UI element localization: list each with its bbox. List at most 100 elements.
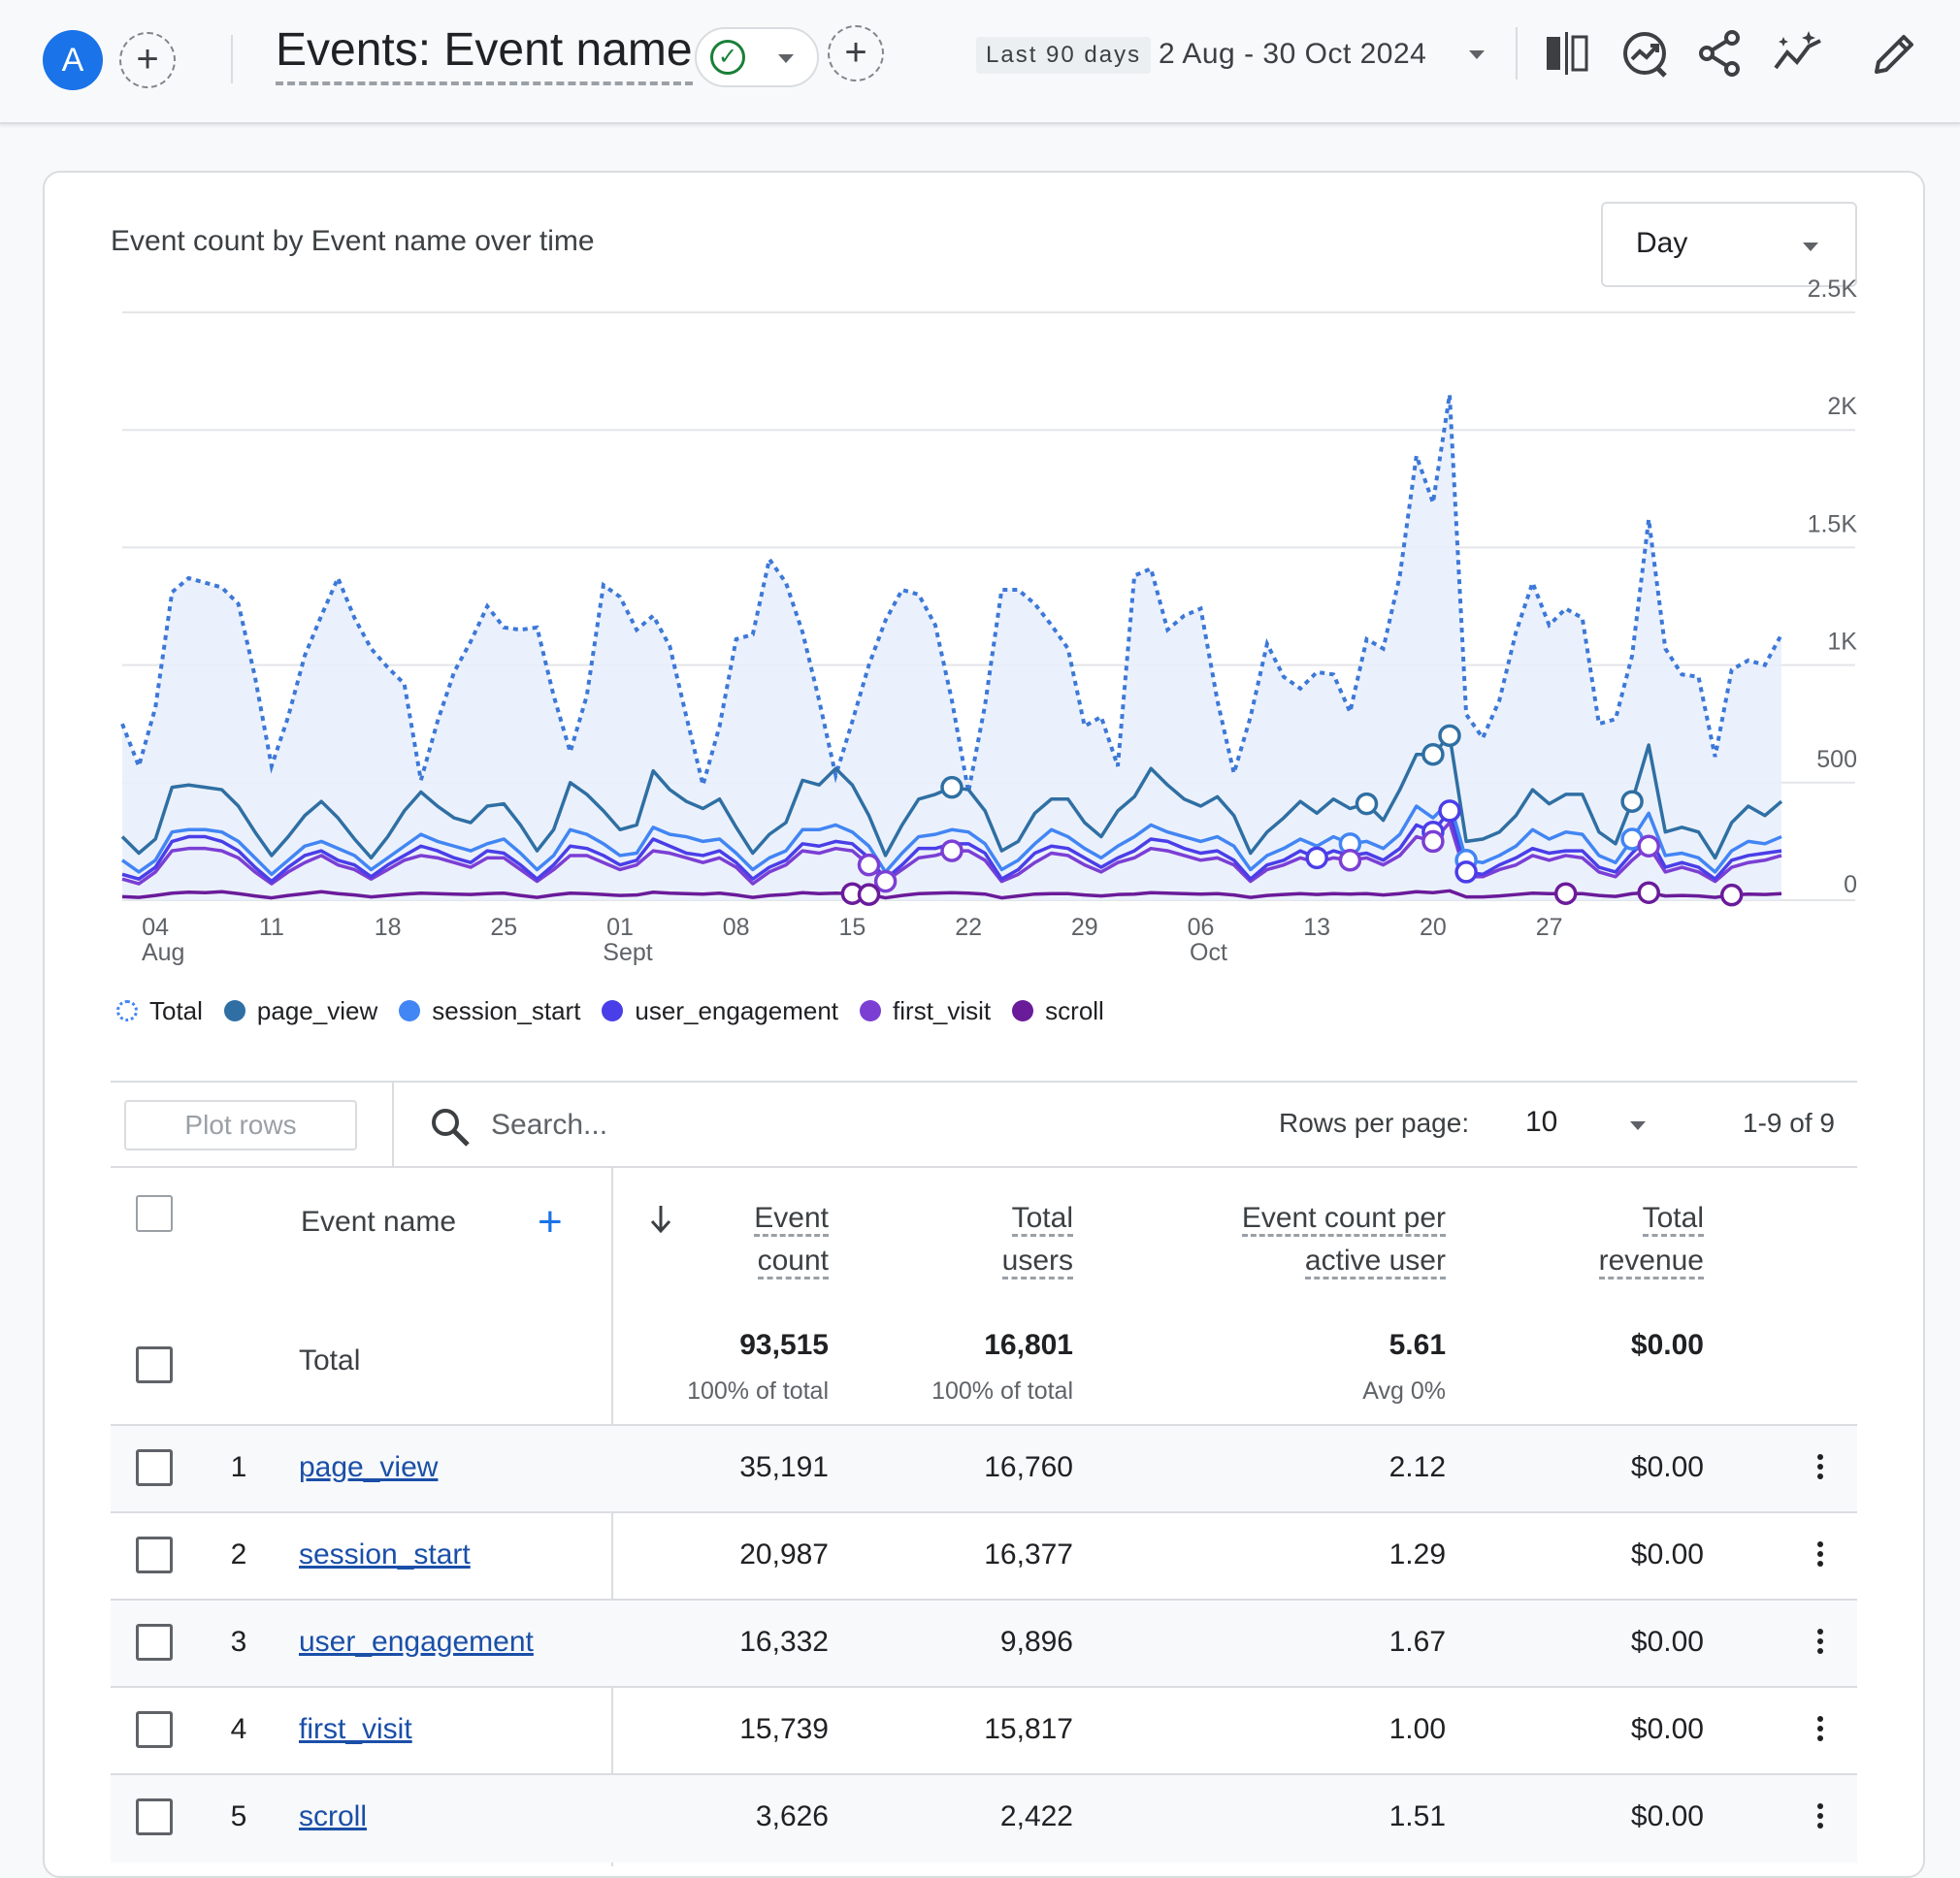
x-tick-label: 13	[1303, 914, 1330, 941]
total-users-cell: 15,817	[984, 1713, 1073, 1745]
select-all-checkbox[interactable]	[136, 1195, 173, 1232]
divider	[111, 1686, 1857, 1688]
event-name-link[interactable]: user_engagement	[299, 1626, 534, 1658]
column-header-total-revenue[interactable]: Total revenue	[1598, 1197, 1704, 1282]
row-more-icon[interactable]	[1811, 1803, 1830, 1832]
avatar[interactable]: A	[43, 30, 103, 90]
insights-icon[interactable]	[1618, 27, 1671, 80]
anomaly-marker	[1454, 860, 1478, 884]
rows-per-page-label: Rows per page:	[1279, 1108, 1470, 1138]
search-input[interactable]	[491, 1102, 976, 1149]
x-tick-label: 22	[955, 914, 982, 941]
y-tick-label: 2.5K	[1808, 275, 1858, 303]
legend-item-total[interactable]: Total	[116, 996, 203, 1026]
row-more-icon[interactable]	[1811, 1541, 1830, 1570]
anomaly-marker	[1553, 882, 1578, 905]
edit-icon[interactable]	[1869, 27, 1921, 80]
anomaly-marker	[940, 775, 964, 799]
y-tick-label: 1.5K	[1808, 510, 1858, 537]
row-checkbox[interactable]	[136, 1537, 173, 1573]
legend-label: first_visit	[893, 995, 992, 1025]
row-checkbox[interactable]	[136, 1624, 173, 1661]
event-count-per-user-cell: 2.12	[1388, 1451, 1446, 1483]
row-checkbox[interactable]	[136, 1449, 173, 1486]
add-comparison-button[interactable]: +	[119, 32, 176, 88]
x-tick-label: 29	[1071, 914, 1098, 941]
event-name-link[interactable]: session_start	[299, 1538, 471, 1570]
total-event-count-per-user: 5.61	[1388, 1329, 1446, 1361]
total-revenue-cell: $0.00	[1630, 1451, 1704, 1483]
legend-item-user-engagement[interactable]: user_engagement	[602, 996, 838, 1026]
legend-item-scroll[interactable]: scroll	[1012, 996, 1104, 1026]
divider	[111, 1081, 1857, 1083]
report-status-button[interactable]: ✓	[695, 27, 819, 87]
date-dropdown-icon[interactable]	[1469, 50, 1485, 59]
compare-icon[interactable]	[1541, 27, 1593, 80]
date-preset-chip[interactable]: Last 90 days	[976, 37, 1152, 74]
event-count-cell: 35,191	[739, 1451, 829, 1483]
share-icon[interactable]	[1694, 27, 1747, 80]
plot-rows-button[interactable]: Plot rows	[124, 1100, 357, 1150]
column-header-event-count-per-user[interactable]: Event count per active user	[1241, 1197, 1446, 1282]
table-row[interactable]	[111, 1426, 1857, 1513]
anomaly-marker	[857, 853, 881, 877]
column-header-total-users[interactable]: Total users	[1001, 1197, 1073, 1282]
legend-item-session-start[interactable]: session_start	[399, 996, 580, 1026]
report-title[interactable]: Events: Event name	[276, 23, 693, 85]
anomaly-marker	[1421, 742, 1445, 766]
table-row[interactable]	[111, 1601, 1857, 1688]
add-dimension-button[interactable]: +	[538, 1198, 563, 1246]
event-name-link[interactable]: scroll	[299, 1800, 368, 1832]
legend-item-first-visit[interactable]: first_visit	[860, 996, 991, 1026]
column-header-line: Total	[1642, 1202, 1704, 1237]
total-revenue-cell: $0.00	[1630, 1800, 1704, 1832]
anomaly-icon[interactable]	[1772, 27, 1824, 80]
top-bar: A + Events: Event name ✓ + Last 90 days …	[0, 0, 1960, 124]
total-revenue: $0.00	[1630, 1329, 1704, 1361]
event-count-cell: 3,626	[755, 1800, 829, 1832]
total-users-cell: 16,760	[984, 1451, 1073, 1483]
divider	[111, 1773, 1857, 1775]
divider	[111, 1166, 1857, 1168]
row-checkbox[interactable]	[136, 1711, 173, 1748]
granularity-select[interactable]: Day	[1601, 202, 1857, 287]
table-column-divider	[611, 1168, 613, 1866]
row-more-icon[interactable]	[1811, 1629, 1830, 1658]
column-header-event-count[interactable]: Event count	[754, 1197, 829, 1282]
row-more-icon[interactable]	[1811, 1454, 1830, 1483]
x-tick-label: 11	[259, 914, 284, 941]
chevron-down-icon	[1803, 243, 1818, 251]
event-name-link[interactable]: first_visit	[299, 1713, 412, 1745]
series-line-scroll	[121, 889, 1782, 900]
anomaly-marker	[1355, 792, 1379, 816]
total-row-label: Total	[299, 1344, 361, 1376]
divider	[111, 1424, 1857, 1426]
add-filter-button[interactable]: +	[828, 25, 884, 81]
anomaly-marker	[1637, 881, 1660, 904]
divider	[111, 1599, 1857, 1601]
event-name-link[interactable]: page_view	[299, 1451, 439, 1483]
legend-label: Total	[149, 995, 203, 1025]
legend-item-page-view[interactable]: page_view	[223, 996, 377, 1026]
column-header-event-name[interactable]: Event name	[301, 1206, 457, 1238]
row-index: 5	[230, 1800, 247, 1832]
chevron-down-icon[interactable]	[1630, 1121, 1646, 1130]
legend-swatch	[116, 1000, 138, 1021]
row-checkbox[interactable]	[136, 1798, 173, 1835]
x-tick-month-label: Sept	[603, 939, 652, 966]
sort-descending-icon[interactable]	[648, 1203, 673, 1236]
row-more-icon[interactable]	[1811, 1716, 1830, 1745]
total-row-checkbox[interactable]	[136, 1346, 173, 1383]
x-tick-month-label: Oct	[1190, 939, 1227, 966]
date-range[interactable]: 2 Aug - 30 Oct 2024	[1159, 38, 1427, 70]
x-tick-label: 27	[1536, 914, 1563, 941]
table-row[interactable]	[111, 1775, 1857, 1862]
anomaly-marker	[1719, 883, 1744, 907]
rows-per-page-select[interactable]: 10	[1525, 1106, 1558, 1138]
x-tick-label: 15	[838, 914, 866, 941]
total-users-cell: 16,377	[984, 1538, 1073, 1570]
anomaly-marker	[1305, 846, 1328, 870]
anomaly-marker	[857, 883, 881, 906]
series-line-session-start	[120, 799, 1782, 877]
